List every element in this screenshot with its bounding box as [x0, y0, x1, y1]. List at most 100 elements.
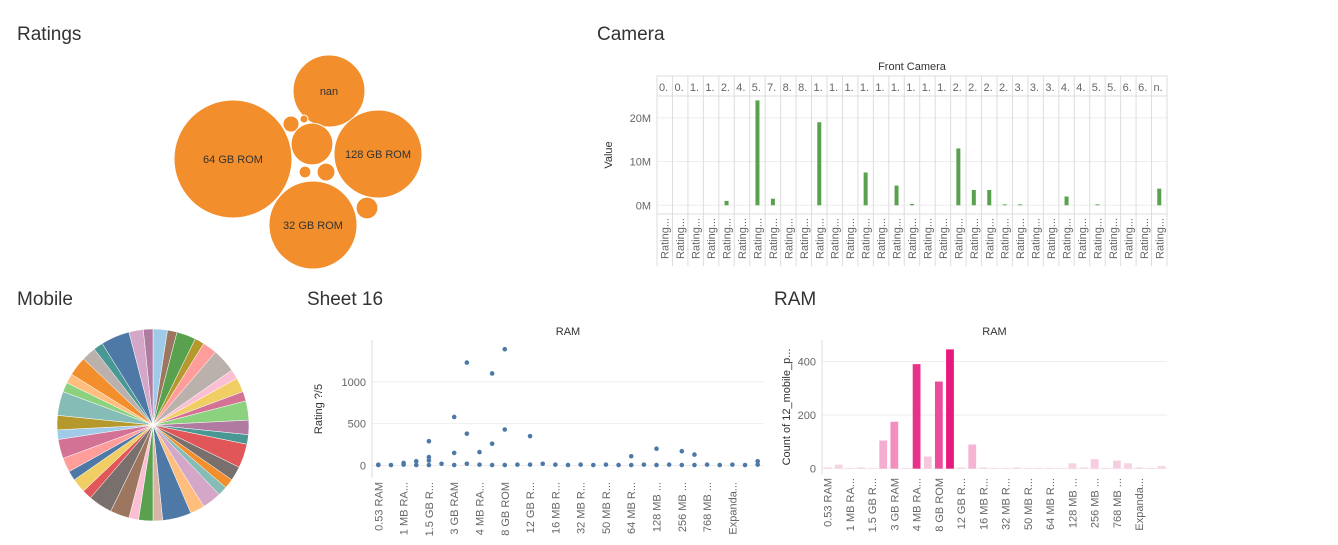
- bar: [990, 467, 999, 469]
- bar: [968, 444, 977, 469]
- column-header: 5.: [1107, 82, 1116, 94]
- x-tick-label: 50 MB R...: [1023, 478, 1035, 530]
- point: [553, 462, 558, 467]
- y-axis-label: Rating ?/5: [313, 384, 325, 434]
- bar: [1124, 463, 1132, 469]
- bar: [934, 381, 943, 469]
- x-tick-label: 128 MB ...: [652, 482, 664, 532]
- y-tick-label: 0M: [636, 200, 651, 212]
- y-tick-label: 1000: [342, 377, 366, 389]
- point: [451, 450, 457, 456]
- row-label: Rating...: [1139, 218, 1151, 259]
- x-tick-label: 4 MB RA...: [912, 478, 924, 531]
- bar: [957, 467, 966, 469]
- column-header: 4.: [1076, 82, 1085, 94]
- point: [755, 462, 760, 467]
- point: [704, 462, 710, 467]
- point: [527, 462, 533, 467]
- x-tick-label: 1.5 GB R...: [867, 478, 879, 532]
- row-label: Rating...: [876, 218, 888, 259]
- bar: [956, 148, 961, 206]
- bubble-label: 32 GB ROM: [283, 220, 343, 232]
- bar: [1090, 459, 1099, 469]
- column-header: 4.: [736, 82, 745, 94]
- bubble: [333, 109, 423, 199]
- bar: [987, 189, 992, 206]
- x-tick-label: 8 GB ROM: [934, 478, 946, 532]
- x-tick-label: 16 MB R...: [978, 478, 990, 530]
- column-header: 2.: [984, 82, 993, 94]
- x-tick-label: 256 MB ...: [677, 482, 689, 532]
- bar: [1135, 467, 1144, 469]
- bar: [1057, 467, 1066, 469]
- x-tick-label: 32 MB R...: [576, 482, 588, 534]
- point: [679, 448, 685, 454]
- x-tick-label: 12 GB R...: [525, 482, 537, 533]
- bubble: [316, 162, 336, 182]
- row-label: Rating...: [722, 218, 734, 259]
- row-label: Rating...: [675, 218, 687, 259]
- bubble-label: 128 GB ROM: [345, 149, 411, 161]
- point: [578, 462, 583, 467]
- point: [679, 462, 685, 468]
- column-header: 1.: [705, 82, 714, 94]
- row-label: Rating...: [969, 218, 981, 259]
- y-axis-label: Value: [603, 141, 615, 168]
- column-header: 3.: [1045, 82, 1054, 94]
- point: [401, 462, 406, 467]
- column-header: 3.: [1030, 82, 1039, 94]
- bar: [863, 172, 868, 206]
- chart-title: RAM: [774, 289, 816, 310]
- point: [730, 462, 735, 467]
- bar: [755, 100, 760, 206]
- column-header: 1.: [844, 82, 853, 94]
- column-header: 1.: [690, 82, 699, 94]
- bar: [979, 467, 988, 469]
- row-label: Rating...: [691, 218, 703, 259]
- point: [489, 441, 495, 447]
- bubble: [292, 54, 366, 128]
- row-label: Rating...: [814, 218, 826, 259]
- x-tick-label: 128 MB ...: [1067, 478, 1079, 528]
- column-header: 6.: [1123, 82, 1132, 94]
- point: [388, 462, 394, 468]
- bar: [901, 467, 910, 469]
- point: [489, 462, 495, 468]
- chart-title: Sheet 16: [307, 289, 383, 310]
- point: [565, 462, 571, 468]
- row-label: Rating...: [1154, 218, 1166, 259]
- bubble: [298, 165, 312, 179]
- chart-title: Mobile: [17, 289, 73, 310]
- column-header: 0.: [659, 82, 668, 94]
- bar: [1064, 196, 1069, 206]
- point: [413, 458, 419, 464]
- bar: [946, 349, 954, 469]
- point: [755, 458, 760, 464]
- point: [376, 462, 381, 468]
- y-tick-label: 10M: [630, 157, 651, 169]
- x-tick-label: 3 GB RAM: [889, 478, 901, 531]
- point: [426, 462, 432, 468]
- column-header: 1.: [860, 82, 869, 94]
- column-header: 1.: [829, 82, 838, 94]
- column-header: 1.: [875, 82, 884, 94]
- row-label: Rating...: [892, 218, 904, 259]
- bar: [923, 456, 932, 469]
- x-tick-label: 32 MB R...: [1001, 478, 1013, 530]
- row-label: Rating...: [984, 218, 996, 259]
- point: [717, 462, 723, 468]
- bar: [1157, 188, 1162, 206]
- x-tick-label: 1 MB RA...: [845, 478, 857, 531]
- x-tick-label: Expanda...: [727, 482, 739, 535]
- column-header: 8.: [783, 82, 792, 94]
- row-label: Rating...: [799, 218, 811, 259]
- x-tick-label: 50 MB R...: [601, 482, 613, 534]
- bubble: [282, 115, 300, 133]
- chart-title: Ratings: [17, 24, 81, 45]
- bar: [890, 421, 899, 469]
- point: [426, 458, 432, 463]
- column-header: 6.: [1138, 82, 1147, 94]
- x-tick-label: 16 MB R...: [550, 482, 562, 534]
- bar: [912, 364, 921, 469]
- bar: [1018, 204, 1023, 206]
